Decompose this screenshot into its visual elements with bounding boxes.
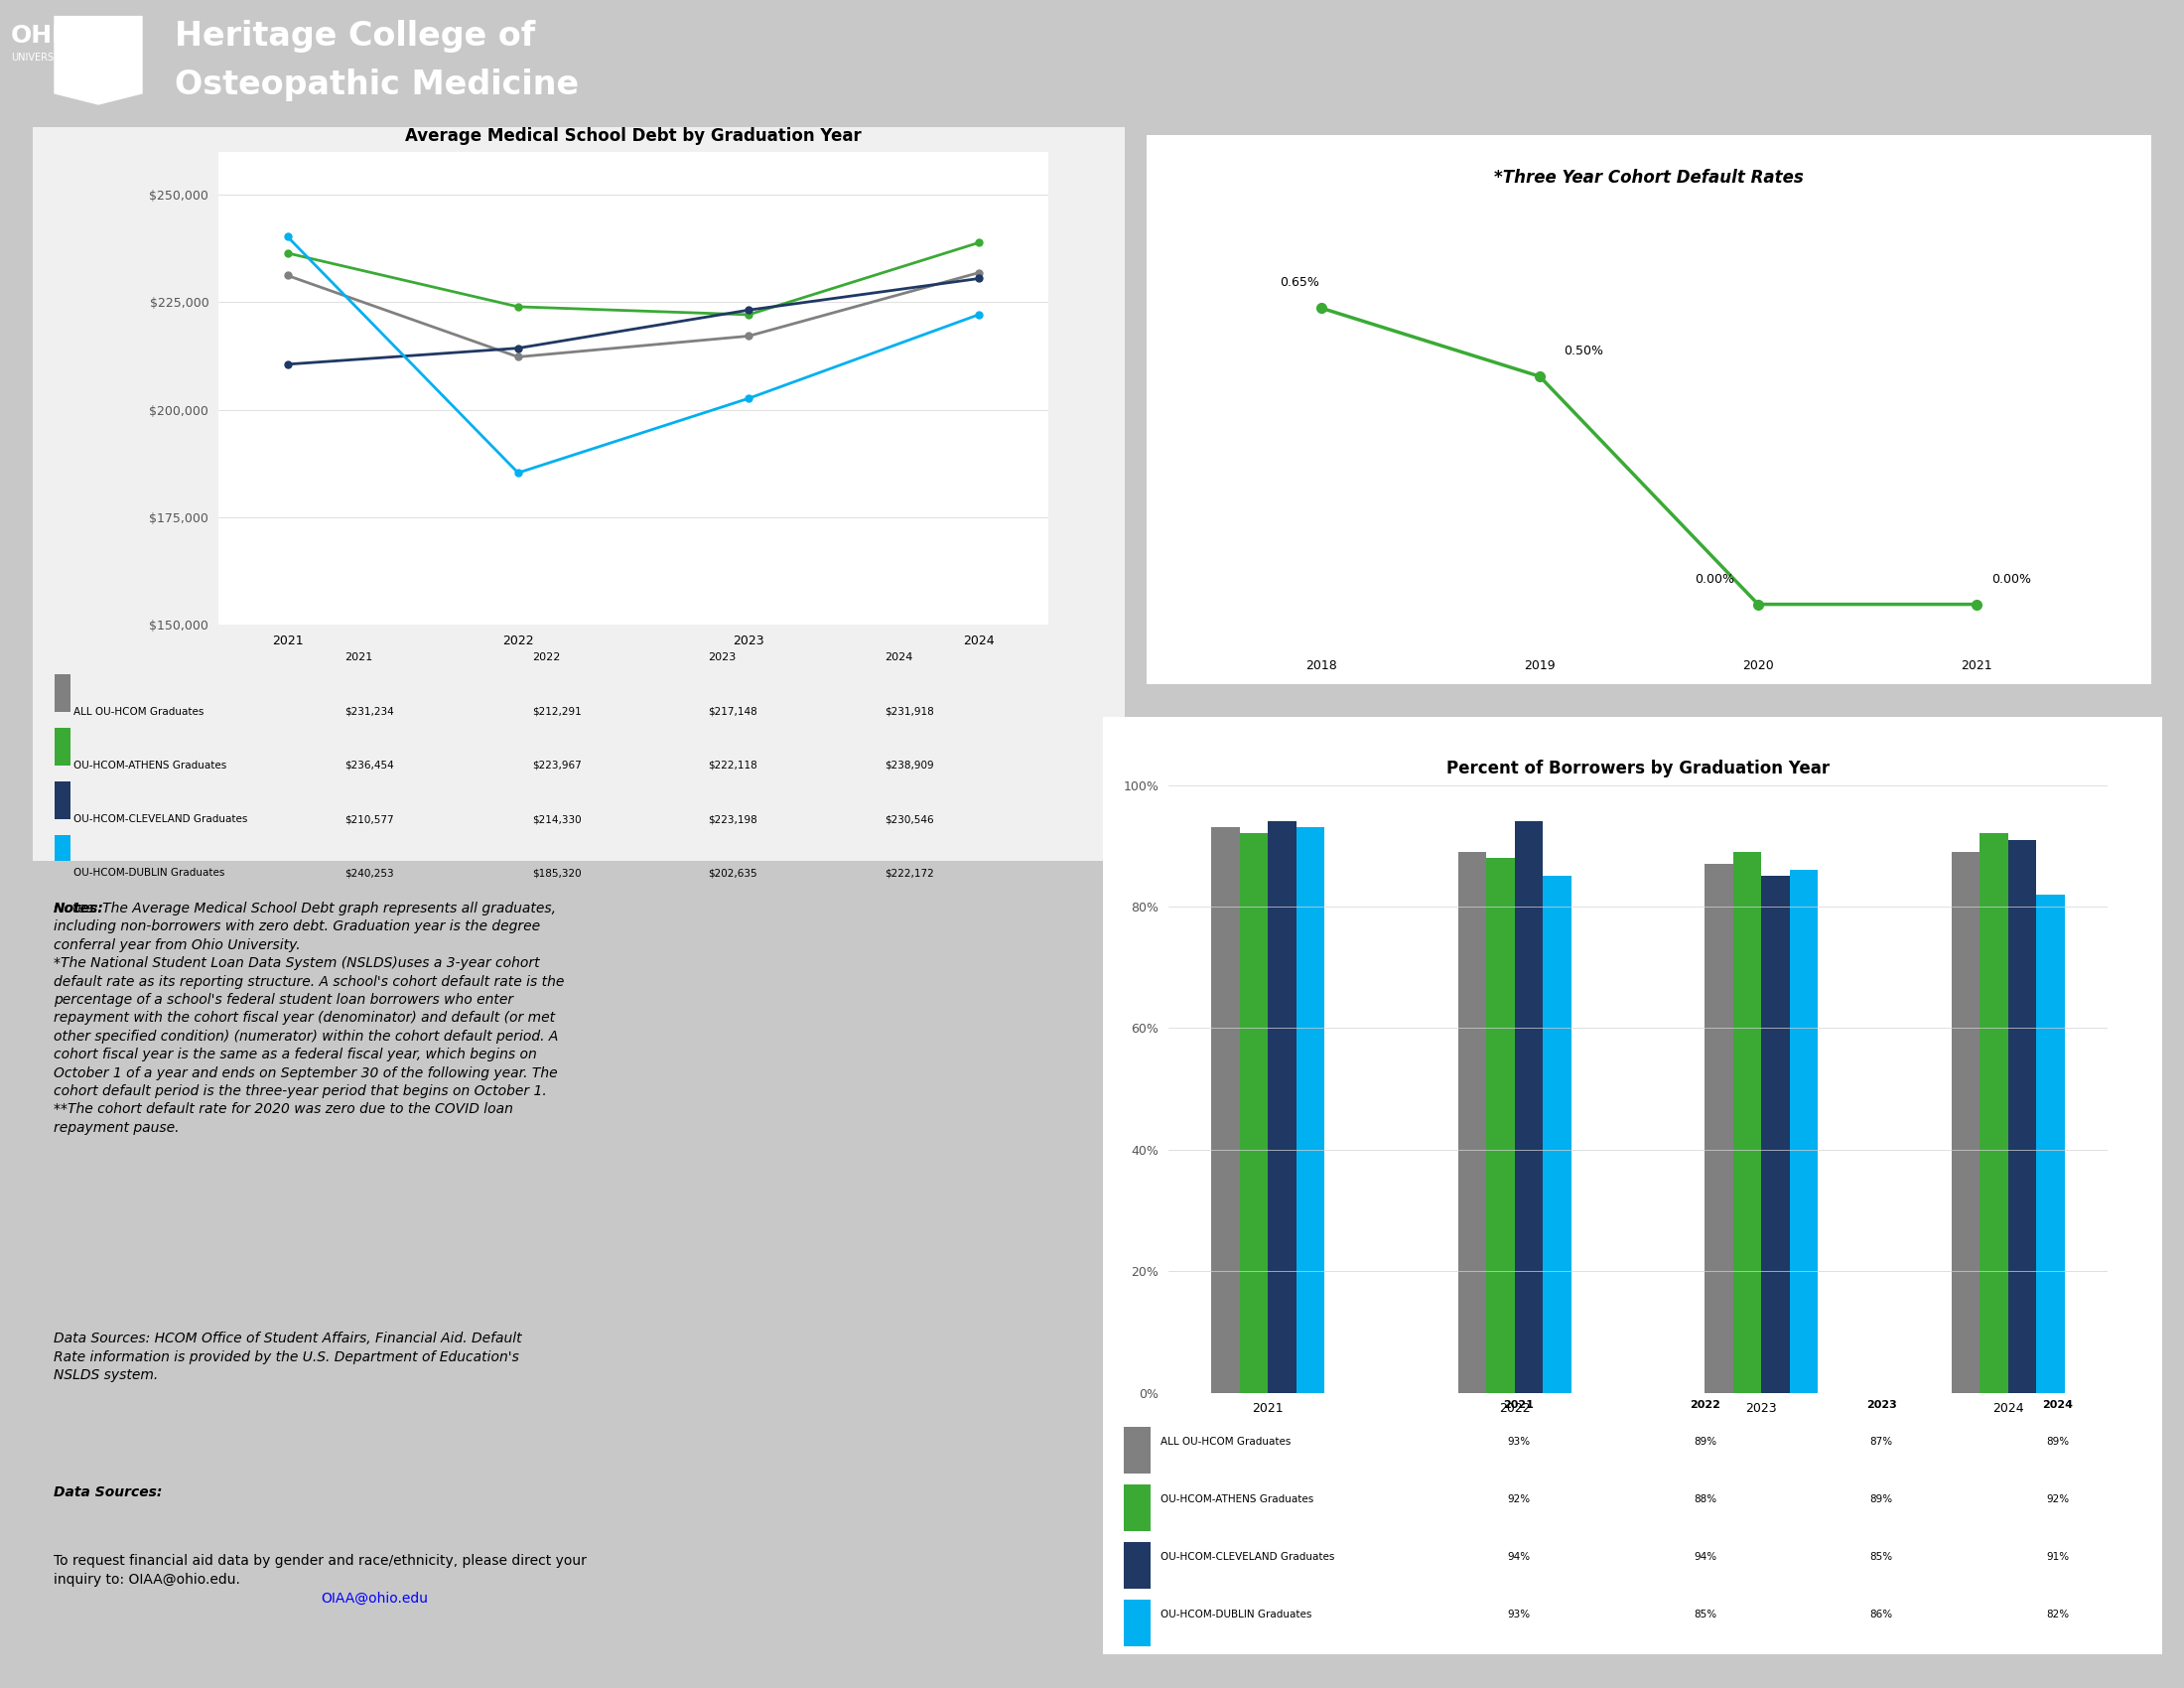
Text: 93%: 93%	[1507, 1436, 1531, 1447]
Bar	[1514, 822, 1542, 1393]
Text: OU-HCOM-ATHENS Graduates: OU-HCOM-ATHENS Graduates	[1160, 1494, 1313, 1504]
Text: Notes:: Notes:	[55, 901, 105, 915]
Text: 2023: 2023	[708, 653, 736, 663]
Title: Average Medical School Debt by Graduation Year: Average Medical School Debt by Graduatio…	[406, 127, 860, 145]
Text: 91%: 91%	[2046, 1553, 2070, 1561]
Text: Data Sources: HCOM Office of Student Affairs, Financial Aid. Default
Rate inform: Data Sources: HCOM Office of Student Aff…	[55, 1332, 522, 1382]
Bar	[55, 782, 70, 819]
Bar	[1734, 852, 1762, 1393]
Text: $222,118: $222,118	[708, 761, 758, 770]
Text: 85%: 85%	[1870, 1553, 1894, 1561]
Text: OIAA@ohio.edu: OIAA@ohio.edu	[321, 1592, 428, 1605]
Text: OHIO: OHIO	[11, 24, 83, 47]
Text: $231,918: $231,918	[885, 707, 935, 717]
Bar	[55, 728, 70, 765]
Text: 2021: 2021	[345, 653, 373, 663]
Text: ALL OU-HCOM Graduates: ALL OU-HCOM Graduates	[1160, 1436, 1291, 1447]
Text: 86%: 86%	[1870, 1610, 1894, 1620]
Text: ALL OU-HCOM Graduates: ALL OU-HCOM Graduates	[74, 707, 203, 717]
Text: $202,635: $202,635	[708, 868, 758, 878]
Bar	[1241, 834, 1267, 1393]
Bar	[1125, 1484, 1151, 1531]
Text: OU-HCOM-DUBLIN Graduates: OU-HCOM-DUBLIN Graduates	[1160, 1610, 1313, 1620]
Text: UNIVERSITY: UNIVERSITY	[11, 52, 68, 62]
Text: 89%: 89%	[1693, 1436, 1717, 1447]
Text: 0.00%: 0.00%	[1992, 572, 2031, 586]
Text: $212,291: $212,291	[533, 707, 581, 717]
Text: 2022: 2022	[533, 653, 559, 663]
Text: OU-HCOM-CLEVELAND Graduates: OU-HCOM-CLEVELAND Graduates	[1160, 1553, 1334, 1561]
Text: 87%: 87%	[1870, 1436, 1894, 1447]
Bar	[55, 674, 70, 712]
Text: 82%: 82%	[2046, 1610, 2070, 1620]
Bar	[1125, 1599, 1151, 1646]
Text: 0.50%: 0.50%	[1564, 344, 1603, 358]
Text: $223,198: $223,198	[708, 814, 758, 824]
Bar	[1981, 834, 2009, 1393]
Text: $238,909: $238,909	[885, 761, 935, 770]
Text: $185,320: $185,320	[533, 868, 581, 878]
Text: 0.65%: 0.65%	[1280, 277, 1319, 289]
Bar	[1789, 869, 1817, 1393]
Text: $231,234: $231,234	[345, 707, 395, 717]
Text: 94%: 94%	[1693, 1553, 1717, 1561]
Text: To request financial aid data by gender and race/ethnicity, please direct your
i: To request financial aid data by gender …	[55, 1555, 587, 1587]
Bar	[1487, 858, 1514, 1393]
Text: Data Sources:: Data Sources:	[55, 1485, 162, 1499]
Text: 92%: 92%	[2046, 1494, 2070, 1504]
Text: Osteopathic Medicine: Osteopathic Medicine	[175, 68, 579, 101]
Bar	[1125, 1541, 1151, 1588]
Title: *Three Year Cohort Default Rates: *Three Year Cohort Default Rates	[1494, 169, 1804, 187]
Bar	[2009, 839, 2035, 1393]
Text: 92%: 92%	[1507, 1494, 1531, 1504]
Text: 88%: 88%	[1693, 1494, 1717, 1504]
Bar	[2035, 895, 2064, 1393]
Text: Heritage College of: Heritage College of	[175, 20, 535, 52]
Bar	[1762, 876, 1789, 1393]
Text: $222,172: $222,172	[885, 868, 935, 878]
Text: 89%: 89%	[1870, 1494, 1894, 1504]
Text: $240,253: $240,253	[345, 868, 395, 878]
Text: 85%: 85%	[1693, 1610, 1717, 1620]
Text: 89%: 89%	[2046, 1436, 2070, 1447]
Text: OU-HCOM-ATHENS Graduates: OU-HCOM-ATHENS Graduates	[74, 761, 227, 770]
Polygon shape	[55, 17, 142, 105]
Text: 2023: 2023	[1867, 1401, 1896, 1411]
Bar	[1459, 852, 1487, 1393]
Text: 2024: 2024	[2042, 1401, 2073, 1411]
Bar	[1125, 1426, 1151, 1474]
Title: Percent of Borrowers by Graduation Year: Percent of Borrowers by Graduation Year	[1446, 760, 1830, 778]
Text: 2022: 2022	[1690, 1401, 1721, 1411]
Bar	[1267, 822, 1295, 1393]
Text: $210,577: $210,577	[345, 814, 395, 824]
Text: Notes: The Average Medical School Debt graph represents all graduates,
including: Notes: The Average Medical School Debt g…	[55, 901, 563, 1134]
Text: 2021: 2021	[1503, 1401, 1533, 1411]
Text: 93%: 93%	[1507, 1610, 1531, 1620]
Text: OU-HCOM-CLEVELAND Graduates: OU-HCOM-CLEVELAND Graduates	[74, 814, 247, 824]
Text: 0.00%: 0.00%	[1695, 572, 1734, 586]
Bar	[1212, 827, 1241, 1393]
Bar	[1542, 876, 1570, 1393]
Text: $230,546: $230,546	[885, 814, 935, 824]
Bar	[1706, 864, 1734, 1393]
Bar	[1952, 852, 1981, 1393]
Bar	[1295, 827, 1324, 1393]
Text: $214,330: $214,330	[533, 814, 581, 824]
Bar	[55, 836, 70, 873]
Text: OU-HCOM-DUBLIN Graduates: OU-HCOM-DUBLIN Graduates	[74, 868, 225, 878]
Text: 2024: 2024	[885, 653, 913, 663]
Text: $217,148: $217,148	[708, 707, 758, 717]
Text: $236,454: $236,454	[345, 761, 395, 770]
Text: $223,967: $223,967	[533, 761, 581, 770]
Text: 94%: 94%	[1507, 1553, 1531, 1561]
